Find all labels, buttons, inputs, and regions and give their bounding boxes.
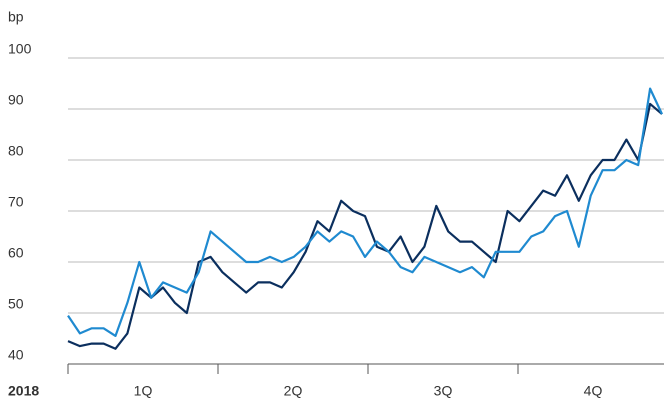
- year-label: 2018: [8, 383, 39, 399]
- y-tick-label: 100: [8, 41, 32, 57]
- y-tick-label: 80: [8, 143, 24, 159]
- x-tick-label: 3Q: [434, 383, 453, 399]
- series-line: [67, 87, 663, 337]
- y-tick-label: 60: [8, 245, 24, 261]
- x-tick-label: 2Q: [284, 383, 303, 399]
- x-tick-label: 1Q: [134, 383, 153, 399]
- y-tick-label: 40: [8, 347, 24, 363]
- y-tick-label: 90: [8, 92, 24, 108]
- y-unit: bp: [8, 9, 24, 25]
- x-axis-ticks: [67, 364, 519, 374]
- x-tick-label: 4Q: [584, 383, 603, 399]
- y-tick-label: 50: [8, 296, 24, 312]
- y-tick-label: 70: [8, 194, 24, 210]
- series-line: [67, 102, 663, 350]
